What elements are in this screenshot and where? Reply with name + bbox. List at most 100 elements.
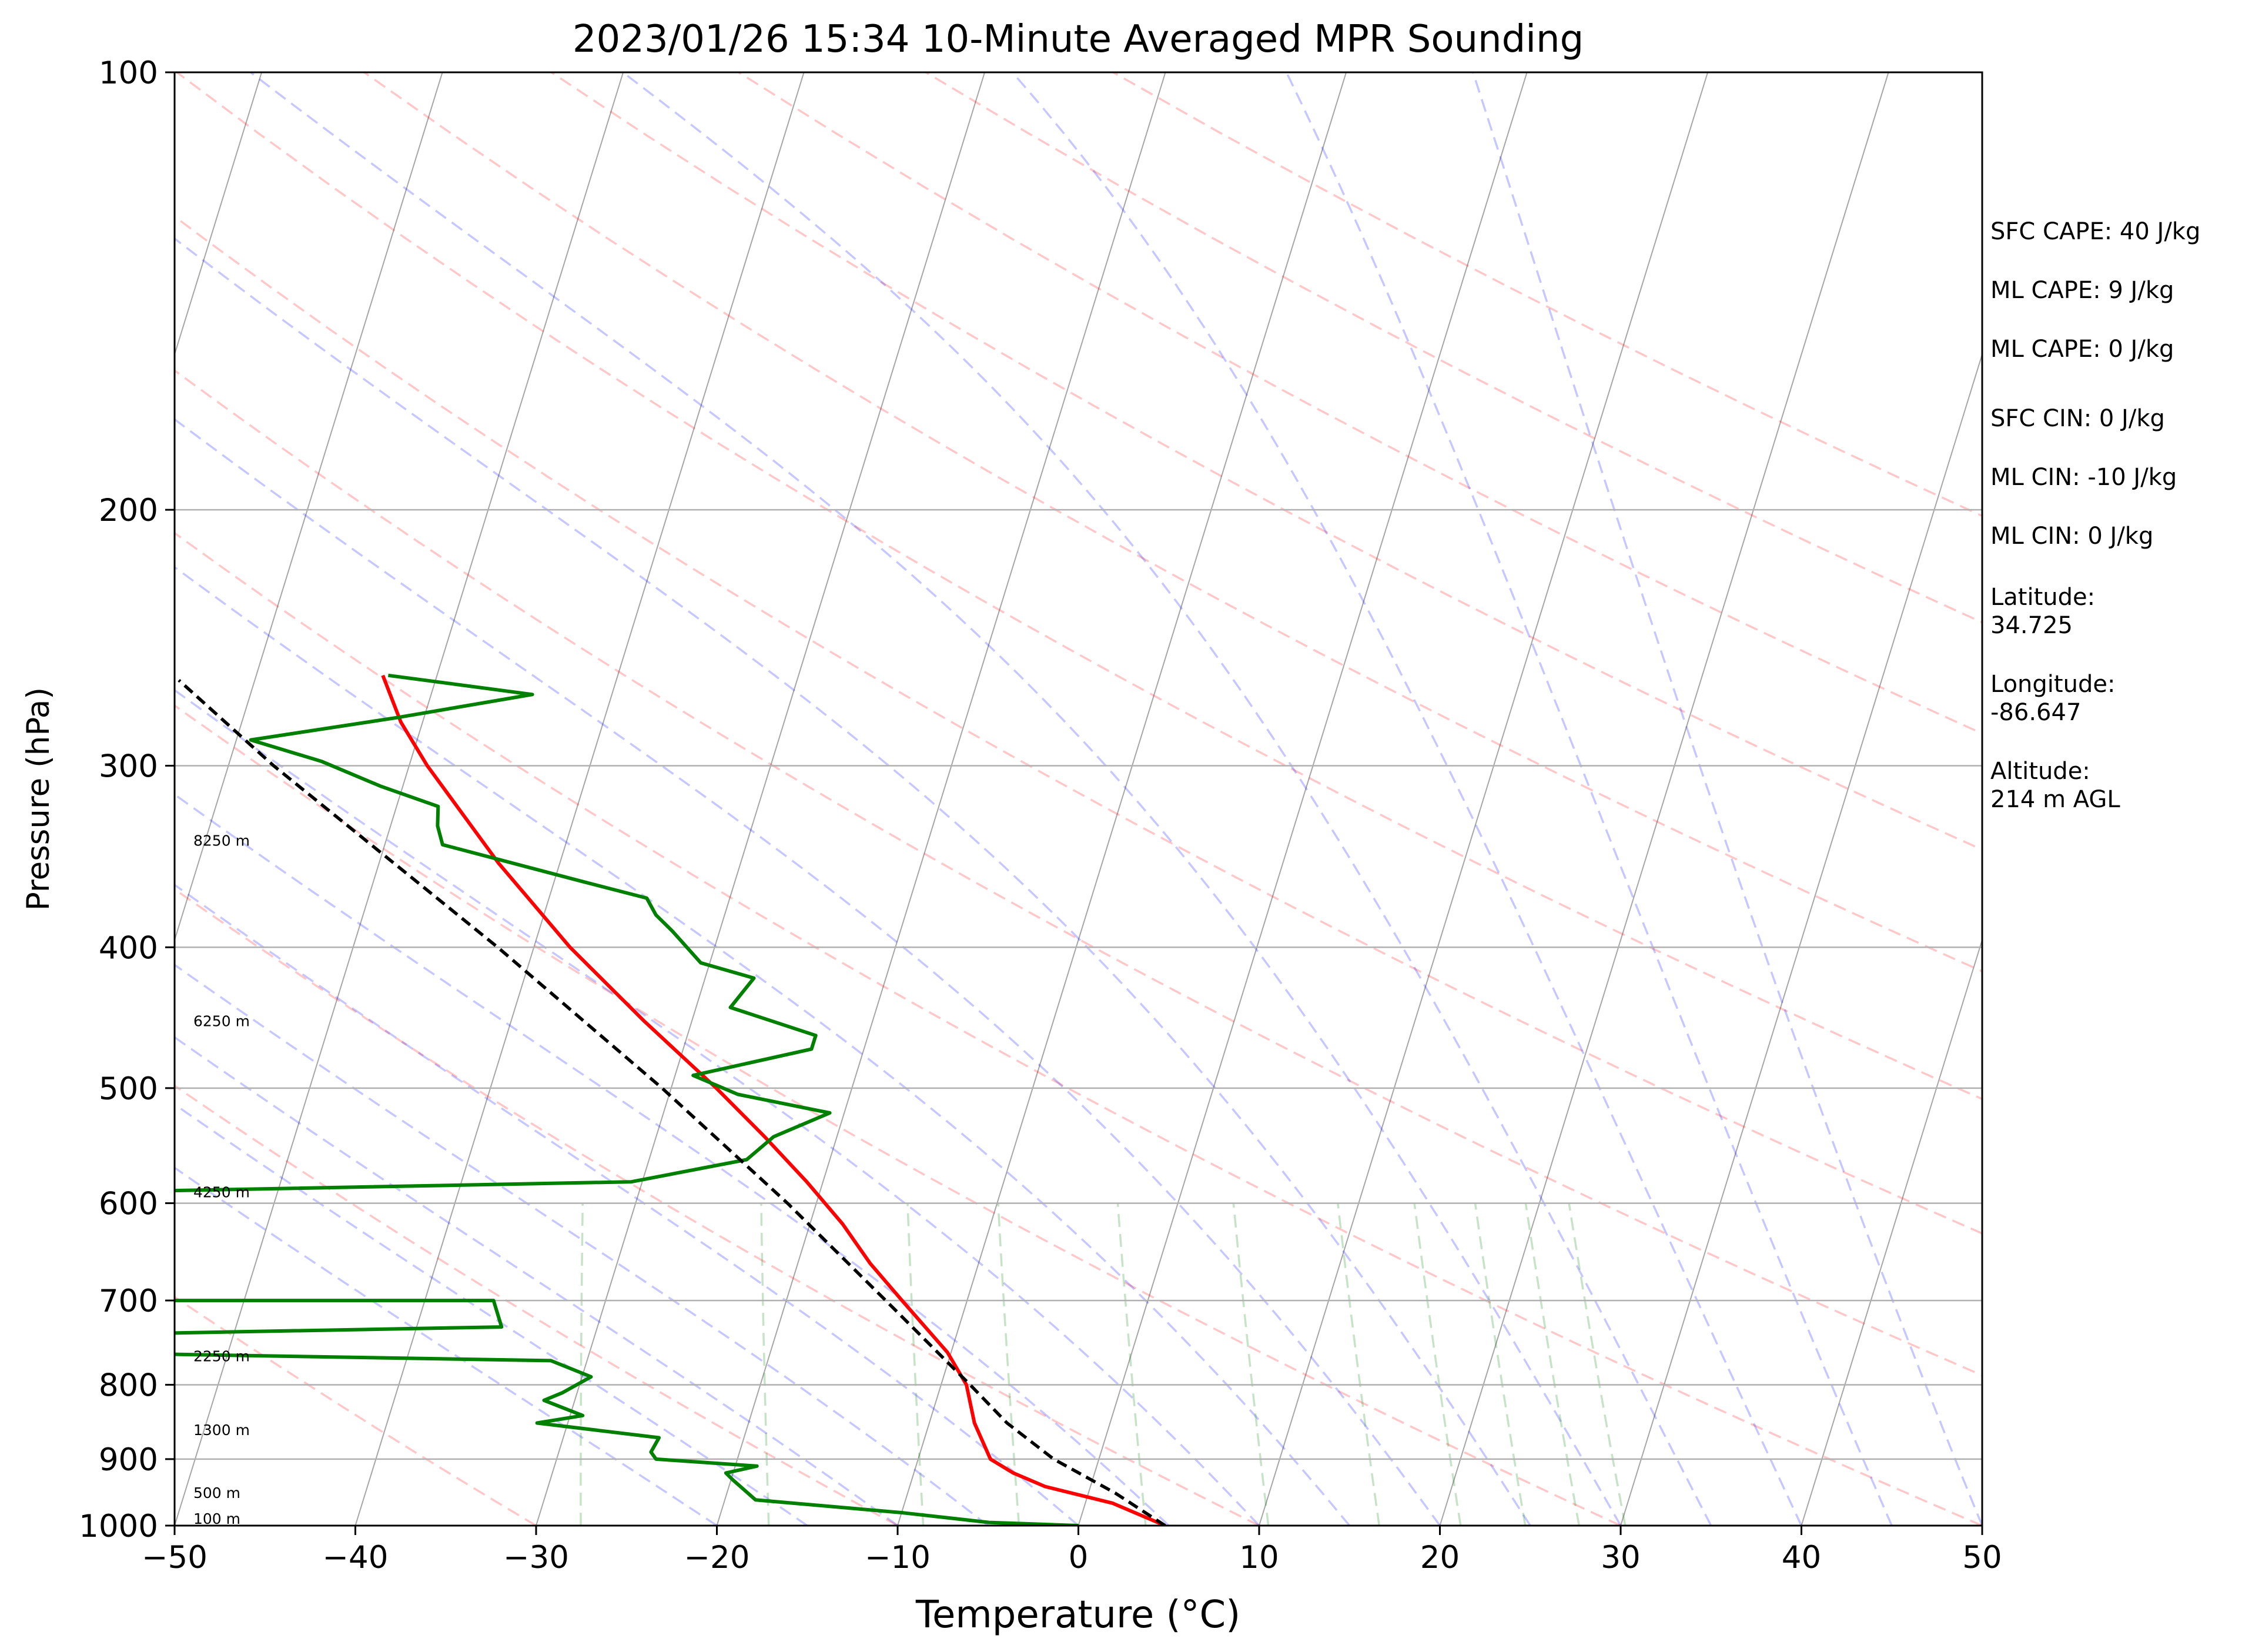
isotherm-line [175, 72, 263, 357]
y-axis-ticks: 100 200 300 400 500 600 700 800 900 1000 [79, 55, 175, 1544]
background-lines [175, 72, 1982, 1526]
isotherm-line [1259, 72, 1709, 1526]
height-label: 6250 m [193, 1013, 250, 1030]
x-axis-ticks: −50 −40 −30 −20 −10 0 10 20 30 40 50 [142, 1526, 2002, 1576]
sfc-cape-text: SFC CAPE: 40 J/kg [1990, 218, 2201, 245]
moist-adiabat-line [175, 688, 1260, 1526]
dry-adiabat-line [176, 72, 1982, 1101]
longitude-label: Longitude: [1990, 671, 2116, 698]
sounding-series [175, 673, 1166, 1526]
moist-adiabat-line [175, 566, 1351, 1526]
moist-adiabat-line [1472, 72, 1982, 1526]
y-tick-label: 400 [99, 930, 158, 966]
y-tick-label: 500 [99, 1071, 158, 1107]
moist-adiabat-line [175, 1166, 718, 1526]
mixing-ratio-line [1232, 1203, 1270, 1526]
dry-adiabat-line [175, 369, 1982, 1377]
altitude-label: Altitude: [1990, 758, 2090, 785]
dry-adiabat-line [175, 888, 1260, 1526]
x-tick-label: −40 [323, 1540, 389, 1576]
height-labels: 8250 m 6250 m 4250 m 2250 m 1300 m 500 m 100 m [193, 832, 250, 1527]
x-tick-label: −20 [684, 1540, 750, 1576]
y-tick-label: 1000 [79, 1509, 158, 1544]
altitude-value: 214 m AGL [1990, 786, 2120, 813]
mixing-ratio-line [997, 1203, 1020, 1526]
mixing-ratio-line [1413, 1203, 1462, 1526]
x-tick-label: 40 [1782, 1540, 1821, 1576]
x-tick-label: 50 [1962, 1540, 2002, 1576]
dry-adiabat-line [738, 72, 1982, 735]
isotherm-line [1620, 352, 1982, 1526]
x-tick-label: 20 [1420, 1540, 1460, 1576]
temperature-line [381, 674, 1166, 1526]
moist-adiabat-line [175, 418, 1441, 1526]
moist-adiabat-line [175, 883, 1079, 1526]
longitude-block: Longitude: -86.647 [1990, 670, 2237, 727]
x-tick-label: 0 [1069, 1540, 1089, 1576]
moist-adiabat-line [175, 964, 989, 1526]
mixing-ratio-line [580, 1203, 584, 1526]
ml-cin-text: ML CIN: -10 J/kg [1990, 464, 2177, 491]
moist-adiabat-line [250, 72, 1622, 1526]
x-tick-label: −50 [142, 1540, 208, 1576]
moist-adiabat-line [175, 1103, 808, 1526]
mixing-ratio-line [1524, 1203, 1581, 1526]
altitude-block: Altitude: 214 m AGL [1990, 757, 2237, 814]
mixing-ratio-line [760, 1203, 770, 1526]
moist-adiabat-line [1285, 72, 1893, 1526]
moist-adiabat-line [1011, 72, 1803, 1526]
mixing-ratio-line [906, 1203, 925, 1526]
moist-adiabat-line [175, 793, 1170, 1526]
dry-adiabat-line [175, 1296, 537, 1526]
y-tick-label: 700 [99, 1283, 158, 1319]
isotherm-line [1801, 938, 1982, 1526]
dry-adiabat-line [175, 704, 1621, 1526]
ml-cape-text-2: ML CAPE: 0 J/kg [1990, 336, 2174, 363]
isotherm-line [175, 72, 443, 942]
parcel-line [178, 678, 1166, 1526]
latitude-value: 34.725 [1990, 612, 2073, 639]
latitude-block: Latitude: 34.725 [1990, 583, 2237, 640]
y-tick-label: 800 [99, 1367, 158, 1403]
x-axis-label: Temperature (°C) [915, 1593, 1240, 1637]
dry-adiabat-line [175, 215, 1982, 1235]
y-tick-label: 900 [99, 1442, 158, 1478]
isotherm-line [1078, 72, 1528, 1526]
dry-adiabat-line [175, 531, 1982, 1526]
x-tick-label: 10 [1239, 1540, 1279, 1576]
dry-adiabat-line [175, 1084, 898, 1526]
height-label: 2250 m [193, 1347, 250, 1365]
isotherm-line [354, 72, 805, 1526]
plot-frame [173, 71, 1983, 1527]
y-tick-label: 300 [99, 748, 158, 784]
y-axis-label: Pressure (hPa) [21, 687, 56, 911]
isotherm-line [716, 72, 1166, 1526]
isotherm-line [897, 72, 1347, 1526]
mixing-ratio-line [1568, 1203, 1627, 1526]
height-label: 8250 m [193, 832, 250, 849]
sounding-stats-panel: SFC CAPE: 40 J/kg ML CAPE: 9 J/kg ML CAP… [1990, 218, 2237, 844]
chart-title: 2023/01/26 15:34 10-Minute Averaged MPR … [573, 18, 1584, 61]
height-label: 1300 m [193, 1422, 250, 1439]
dewpoint-line [175, 673, 1079, 1526]
mixing-ratio-line [1474, 1203, 1527, 1526]
mixing-ratio-line [1116, 1203, 1147, 1526]
x-tick-label: 30 [1601, 1540, 1640, 1576]
dry-adiabat-line [363, 72, 1982, 972]
latitude-label: Latitude: [1990, 584, 2096, 611]
longitude-value: -86.647 [1990, 699, 2082, 726]
ml-cin-text-2: ML CIN: 0 J/kg [1990, 523, 2154, 550]
dry-adiabat-line [550, 72, 1982, 851]
height-label: 500 m [193, 1484, 240, 1501]
y-tick-label: 100 [99, 55, 158, 91]
isotherm-line [536, 72, 986, 1526]
height-label: 100 m [193, 1510, 240, 1527]
y-tick-label: 200 [99, 493, 158, 529]
moist-adiabat-line [175, 237, 1531, 1526]
ml-cape-text: ML CAPE: 9 J/kg [1990, 277, 2174, 304]
x-tick-label: −30 [503, 1540, 569, 1576]
x-tick-label: −10 [865, 1540, 931, 1576]
y-tick-label: 600 [99, 1186, 158, 1222]
isotherm-line [175, 72, 624, 1526]
